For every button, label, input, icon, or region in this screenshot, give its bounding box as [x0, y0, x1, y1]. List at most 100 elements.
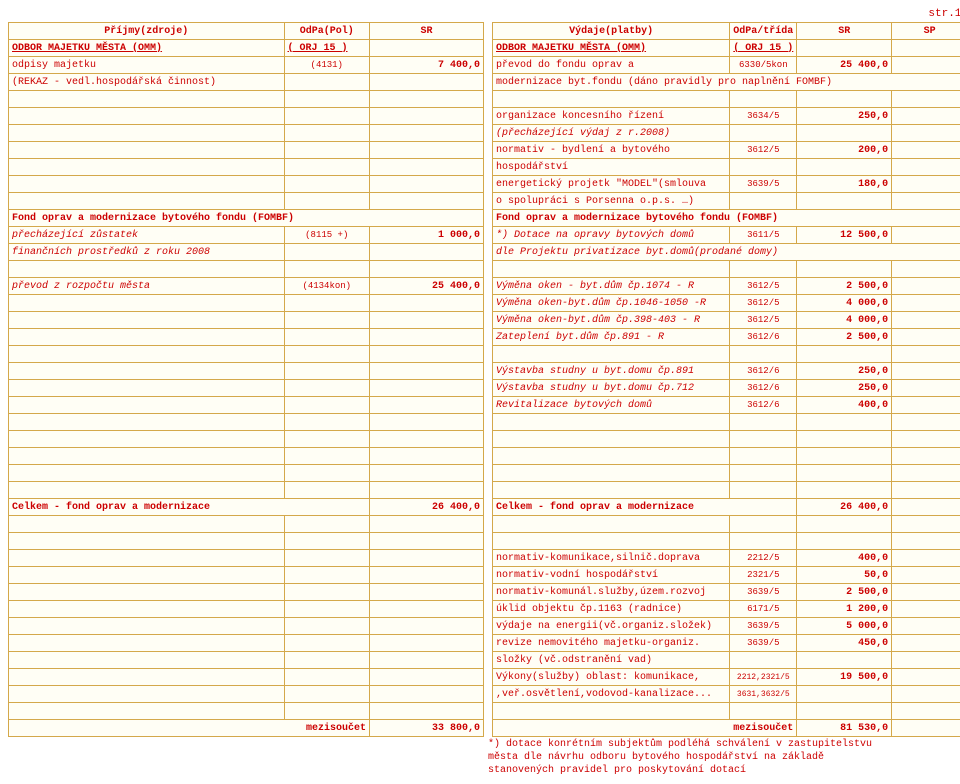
l-r6b: (4134kon) — [284, 278, 370, 295]
r-r13c: 4 000,0 — [797, 295, 892, 312]
l-r6c: 25 400,0 — [370, 278, 484, 295]
rh-c2: OdPa/třída — [730, 23, 797, 40]
r-r20b: 2321/5 — [730, 567, 797, 584]
right-table: Výdaje(platby)OdPa/třídaSRSP ODBOR MAJET… — [492, 22, 960, 737]
r-tot2a: mezisoučet — [493, 720, 797, 737]
r-r7a: energetický projetk "MODEL"(smlouva — [493, 176, 730, 193]
footnote-3: stanovených pravidel pro poskytování dot… — [488, 765, 960, 776]
r-sec-b: ( ORJ 15 ) — [730, 40, 797, 57]
r-r1a: převod do fondu oprav a — [493, 57, 730, 74]
l-r4b: (8115 +) — [284, 227, 370, 244]
l-tot1c: 26 400,0 — [370, 499, 484, 516]
rh-c4: SP — [892, 23, 960, 40]
r-r15b: 3612/6 — [730, 329, 797, 346]
r-r3a: organizace koncesního řízení — [493, 108, 730, 125]
r-r5b: 3612/5 — [730, 142, 797, 159]
r-r21b: 3639/5 — [730, 584, 797, 601]
r-r12b: 3612/5 — [730, 278, 797, 295]
r-r24b: 3639/5 — [730, 635, 797, 652]
r-r22b: 6171/5 — [730, 601, 797, 618]
r-r17c: 250,0 — [797, 380, 892, 397]
r-r6a: hospodářství — [493, 159, 730, 176]
lh-c2: OdPa(Pol) — [284, 23, 370, 40]
r-r15a: Zateplení byt.dům čp.891 - R — [493, 329, 730, 346]
r-r14c: 4 000,0 — [797, 312, 892, 329]
r-r22a: úklid objektu čp.1163 (radnice) — [493, 601, 730, 618]
r-r23c: 5 000,0 — [797, 618, 892, 635]
r-tot1c: 26 400,0 — [797, 499, 892, 516]
content-wrapper: Příjmy(zdroje)OdPa(Pol)SR ODBOR MAJETKU … — [8, 22, 960, 737]
r-r19a: normativ-komunikace,silnič.doprava — [493, 550, 730, 567]
l-sec-b: ( ORJ 15 ) — [284, 40, 370, 57]
r-r5c: 200,0 — [797, 142, 892, 159]
r-r23b: 3639/5 — [730, 618, 797, 635]
lh-c3: SR — [370, 23, 484, 40]
r-r18b: 3612/6 — [730, 397, 797, 414]
r-r10a: *) Dotace na opravy bytových domů — [493, 227, 730, 244]
r-r3b: 3634/5 — [730, 108, 797, 125]
r-r13a: Výměna oken-byt.dům čp.1046-1050 -R — [493, 295, 730, 312]
r-r16b: 3612/6 — [730, 363, 797, 380]
r-r8a: o spolupráci s Porsenna o.p.s. …) — [493, 193, 730, 210]
r-r4a: (přecházející výdaj z r.2008) — [493, 125, 730, 142]
left-table: Příjmy(zdroje)OdPa(Pol)SR ODBOR MAJETKU … — [8, 22, 484, 737]
r-sec-a: ODBOR MAJETKU MĚSTA (OMM) — [493, 40, 730, 57]
l-sec-a: ODBOR MAJETKU MĚSTA (OMM) — [9, 40, 285, 57]
r-r20a: normativ-vodní hospodářství — [493, 567, 730, 584]
r-r24a: revize nemovitého majetku-organiz. — [493, 635, 730, 652]
r-r7c: 180,0 — [797, 176, 892, 193]
r-r27a: ,veř.osvětlení,vodovod-kanalizace... — [493, 686, 730, 703]
r-r23a: výdaje na energii(vč.organiz.složek) — [493, 618, 730, 635]
r-r26a: Výkony(služby) oblast: komunikace, — [493, 669, 730, 686]
r-r10c: 12 500,0 — [797, 227, 892, 244]
r-r12c: 2 500,0 — [797, 278, 892, 295]
r-r27b: 3631,3632/5 — [730, 686, 797, 703]
r-r17a: Výstavba studny u byt.domu čp.712 — [493, 380, 730, 397]
l-r1c: 7 400,0 — [370, 57, 484, 74]
l-tot1a: Celkem - fond oprav a modernizace — [9, 499, 370, 516]
page-number: str.11 — [8, 8, 960, 20]
r-r19b: 2212/5 — [730, 550, 797, 567]
lh-c1: Příjmy(zdroje) — [9, 23, 285, 40]
r-r17b: 3612/6 — [730, 380, 797, 397]
l-r1a: odpisy majetku — [9, 57, 285, 74]
r-r10b: 3611/5 — [730, 227, 797, 244]
r-r1b: 6330/5kon — [730, 57, 797, 74]
l-tot2a: mezisoučet — [9, 720, 370, 737]
l-r3a: Fond oprav a modernizace bytového fondu … — [9, 210, 484, 227]
l-tot2c: 33 800,0 — [370, 720, 484, 737]
rh-c1: Výdaje(platby) — [493, 23, 730, 40]
l-r4a: přecházející zůstatek — [9, 227, 285, 244]
r-r5a: normativ - bydlení a bytového — [493, 142, 730, 159]
l-r6a: převod z rozpočtu města — [9, 278, 285, 295]
l-r2a: (REKAZ - vedl.hospodářská činnost) — [9, 74, 285, 91]
l-r1b: (4131) — [284, 57, 370, 74]
r-r18c: 400,0 — [797, 397, 892, 414]
r-r12a: Výměna oken - byt.dům čp.1074 - R — [493, 278, 730, 295]
r-r26c: 19 500,0 — [797, 669, 892, 686]
r-r24c: 450,0 — [797, 635, 892, 652]
r-r16a: Výstavba studny u byt.domu čp.891 — [493, 363, 730, 380]
r-r18a: Revitalizace bytových domů — [493, 397, 730, 414]
r-r7b: 3639/5 — [730, 176, 797, 193]
r-r11a: dle Projektu privatizace byt.domů(prodan… — [493, 244, 960, 261]
r-r14b: 3612/5 — [730, 312, 797, 329]
rh-c3: SR — [797, 23, 892, 40]
r-r21a: normativ-komunál.služby,územ.rozvoj — [493, 584, 730, 601]
l-r4c: 1 000,0 — [370, 227, 484, 244]
r-r21c: 2 500,0 — [797, 584, 892, 601]
footnote-2: města dle návrhu odboru bytového hospodá… — [488, 752, 960, 763]
r-r1c: 25 400,0 — [797, 57, 892, 74]
r-r20c: 50,0 — [797, 567, 892, 584]
r-r9a: Fond oprav a modernizace bytového fondu … — [493, 210, 960, 227]
r-r25a: složky (vč.odstranění vad) — [493, 652, 730, 669]
r-r26b: 2212,2321/5 — [730, 669, 797, 686]
r-r22c: 1 200,0 — [797, 601, 892, 618]
r-r16c: 250,0 — [797, 363, 892, 380]
r-r3c: 250,0 — [797, 108, 892, 125]
footnote-1: *) dotace konrétním subjektům podléhá sc… — [488, 739, 960, 750]
r-r19c: 400,0 — [797, 550, 892, 567]
r-r15c: 2 500,0 — [797, 329, 892, 346]
l-r5a: finančních prostředků z roku 2008 — [9, 244, 285, 261]
r-r14a: Výměna oken-byt.dům čp.398-403 - R — [493, 312, 730, 329]
